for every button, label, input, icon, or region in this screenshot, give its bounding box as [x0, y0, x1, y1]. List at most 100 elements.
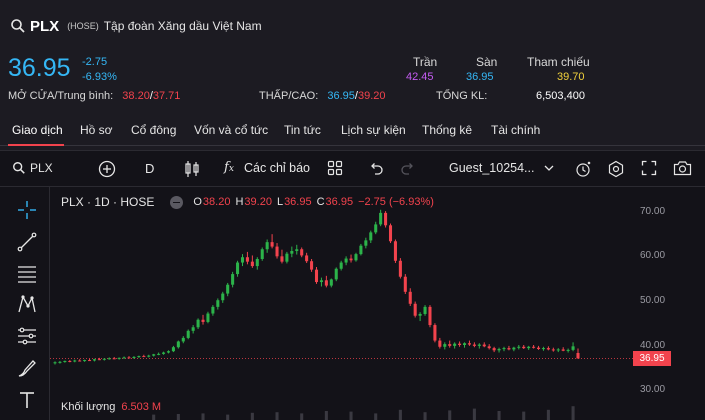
- candle-body: [181, 337, 185, 342]
- candle-body: [398, 260, 402, 277]
- trendline-icon[interactable]: [16, 231, 38, 253]
- fullscreen-icon[interactable]: [641, 160, 657, 176]
- candle-body: [191, 327, 195, 331]
- candle-body: [349, 258, 353, 261]
- symbol-search-input[interactable]: PLX: [30, 161, 53, 175]
- candle-body: [97, 359, 101, 361]
- candle-body: [527, 346, 531, 349]
- candle-body: [245, 257, 249, 262]
- undo-icon[interactable]: [368, 160, 384, 176]
- candle-body: [58, 361, 62, 363]
- brush-icon[interactable]: [16, 357, 38, 379]
- candle-body: [393, 241, 397, 261]
- tab-shareholders[interactable]: Cổ đông: [131, 123, 177, 137]
- candle-body: [458, 343, 462, 345]
- candle-body: [152, 354, 156, 356]
- candle-body: [236, 262, 240, 275]
- volume-value: 6,503,400: [536, 90, 585, 102]
- price-chart[interactable]: PLX · 1D · HOSE O 38.20 H 39.20 L 36.95 C 36…: [50, 187, 705, 420]
- tab-profile[interactable]: Hồ sơ: [80, 123, 113, 137]
- candle-body: [502, 348, 506, 350]
- pattern-icon[interactable]: [16, 293, 38, 315]
- candle-body: [78, 360, 82, 362]
- tab-financials[interactable]: Tài chính: [491, 123, 541, 137]
- search-icon[interactable]: [10, 18, 26, 34]
- fib-icon[interactable]: [16, 263, 38, 285]
- indicators-button[interactable]: Các chỉ báo: [244, 161, 311, 175]
- projection-icon[interactable]: [16, 325, 38, 347]
- floor-value: 36.95: [466, 71, 494, 83]
- candle-body: [211, 306, 215, 314]
- crosshair-icon[interactable]: [16, 199, 38, 221]
- candle-body: [88, 360, 92, 362]
- candle-body: [418, 313, 422, 316]
- candle-body: [551, 349, 555, 351]
- exchange-label: (HOSE): [67, 21, 99, 31]
- fx-icon[interactable]: fx: [224, 160, 234, 175]
- price-tick: 40.00: [640, 340, 666, 351]
- chevron-down-icon[interactable]: [543, 160, 555, 176]
- candle-body: [433, 325, 437, 341]
- templates-icon[interactable]: [327, 160, 343, 176]
- candle-body: [186, 330, 190, 338]
- interval-selector[interactable]: D: [145, 161, 155, 176]
- candle-body: [329, 279, 333, 286]
- legend-symbol: PLX · 1D · HOSE: [61, 195, 155, 209]
- tab-capital-dividends[interactable]: Vốn và cổ tức: [194, 123, 269, 137]
- candle-body: [157, 353, 161, 355]
- camera-icon[interactable]: [673, 160, 692, 176]
- candle-body: [314, 269, 319, 283]
- candle-body: [379, 212, 383, 225]
- change-percent: -6.93%: [82, 71, 117, 83]
- candle-body: [339, 262, 343, 269]
- active-tab-underline: [8, 144, 64, 146]
- tab-statistics[interactable]: Thống kê: [422, 123, 473, 137]
- tab-events[interactable]: Lịch sự kiện: [341, 123, 406, 137]
- candle-body: [364, 240, 368, 246]
- open-avg: MỞ CỬA/Trung bình: 38.20/37.71: [8, 90, 180, 102]
- layout-name[interactable]: Guest_10254...: [449, 161, 535, 175]
- candle-body: [462, 343, 467, 345]
- hide-series-icon[interactable]: [170, 195, 184, 209]
- stock-header: PLX (HOSE) Tập đoàn Xăng dầu Việt Nam: [10, 14, 262, 38]
- candle-body: [68, 360, 72, 362]
- volume-bar: [201, 413, 205, 420]
- candle-body: [53, 362, 57, 364]
- reference-label: Tham chiếu: [527, 55, 590, 69]
- volume-bar: [374, 413, 378, 420]
- candles-icon[interactable]: [184, 160, 200, 178]
- volume-legend: Khối lượng 6.503 M: [61, 401, 161, 413]
- add-compare-icon[interactable]: [98, 160, 116, 178]
- candle-body: [334, 268, 338, 280]
- ticker-symbol[interactable]: PLX: [30, 17, 60, 35]
- alert-icon[interactable]: [575, 160, 593, 178]
- floor-label: Sàn: [476, 55, 498, 69]
- volume-bar: [546, 409, 550, 420]
- candlestick-plot[interactable]: [50, 187, 705, 420]
- tab-trading[interactable]: Giao dịch: [12, 123, 63, 137]
- candle-body: [541, 348, 545, 350]
- candle-body: [423, 306, 427, 314]
- symbol-search-icon[interactable]: [12, 161, 26, 175]
- last-price-tag: 36.95: [633, 351, 671, 366]
- candle-body: [240, 257, 245, 263]
- volume-legend-label: Khối lượng: [61, 401, 116, 413]
- candle-body: [413, 303, 417, 316]
- settings-icon[interactable]: [607, 160, 625, 178]
- tab-bar: Giao dịch Hồ sơ Cổ đông Vốn và cổ tức Ti…: [0, 116, 705, 146]
- candle-body: [102, 358, 106, 360]
- candle-body: [117, 357, 121, 359]
- candle-body: [492, 348, 496, 351]
- volume-bar: [176, 414, 180, 420]
- candle-body: [92, 359, 97, 361]
- candle-body: [477, 344, 481, 346]
- legend-change: −2.75 (−6.93%): [358, 196, 434, 208]
- text-icon[interactable]: [16, 389, 38, 411]
- candle-body: [517, 346, 521, 348]
- tab-news[interactable]: Tin tức: [284, 123, 321, 137]
- redo-icon[interactable]: [400, 160, 416, 176]
- volume-legend-value: 6.503 M: [121, 401, 162, 413]
- candle-body: [206, 313, 210, 322]
- candle-body: [310, 261, 314, 270]
